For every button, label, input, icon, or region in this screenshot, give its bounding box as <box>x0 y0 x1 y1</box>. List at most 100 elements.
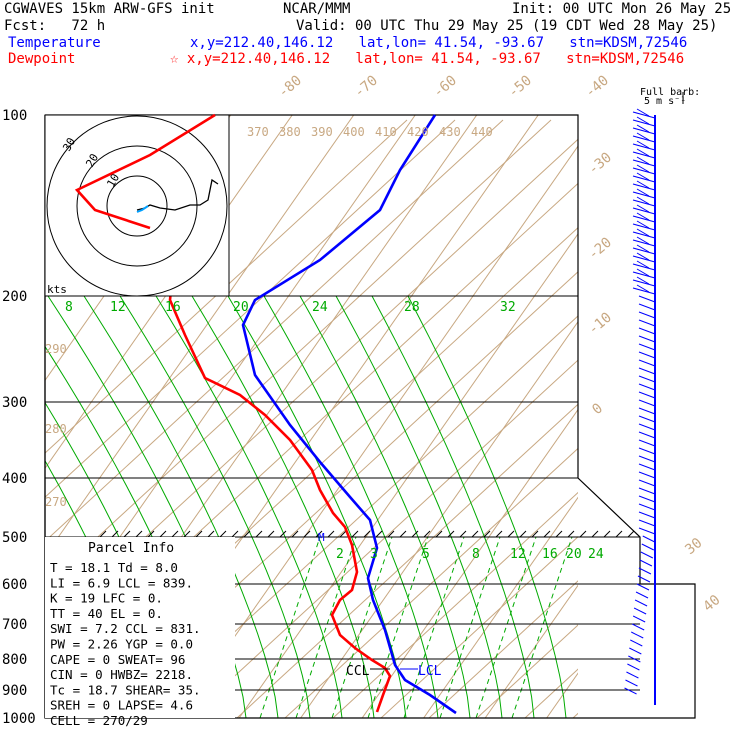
freezing-hatch <box>435 530 443 538</box>
pressure-label-200: 200 <box>2 289 27 305</box>
wind-barb <box>638 567 652 575</box>
freezing-hatch <box>459 530 467 538</box>
marker-lcl: LCL <box>418 664 442 679</box>
freezing-hatch <box>243 530 251 538</box>
parcel-info-background <box>45 537 235 718</box>
freezing-hatch <box>231 530 239 538</box>
dry-adiabat <box>476 624 578 718</box>
mixing-ratio-line <box>367 536 429 718</box>
forecast-hour: Fcst: 72 h <box>4 18 106 34</box>
hodograph-ring <box>106 175 168 237</box>
freezing-hatch <box>111 530 119 538</box>
hodograph-ring-label: 20 <box>83 152 101 170</box>
wind-barb <box>638 335 656 343</box>
wind-barb <box>630 639 643 647</box>
isotherm-label: 0 <box>589 400 606 418</box>
wind-barb-flag <box>636 188 650 197</box>
freezing-hatch <box>99 530 107 538</box>
isotherm-line <box>238 233 578 718</box>
wind-barb-flag <box>636 236 650 245</box>
pressure-label-1000: 1000 <box>2 711 36 727</box>
parcel-info-row: Tc = 18.7 SHEAR= 35. <box>50 682 201 697</box>
wind-barb <box>625 679 638 687</box>
freezing-hatch <box>399 530 407 538</box>
wind-barb <box>638 367 656 375</box>
freezing-hatch <box>519 530 527 538</box>
dewpoint-location: ☆ x,y=212.40,146.12 lat,lon= 41.54, -93.… <box>170 51 685 67</box>
parcel-info-row: SREH = 0 LAPSE= 4.6 <box>50 698 193 713</box>
wind-barb-flag <box>636 164 650 173</box>
freezing-hatch <box>183 530 191 538</box>
hodograph-trace <box>136 178 219 211</box>
wind-barb-flag <box>636 228 650 237</box>
pressure-label-500: 500 <box>2 530 27 546</box>
mixing-ratio-line <box>259 536 321 718</box>
wind-barb-flag <box>636 108 650 117</box>
wind-barb <box>638 511 656 519</box>
mixing-ratio-label: 12 <box>110 300 126 315</box>
freezing-hatch <box>375 530 383 538</box>
wind-barb <box>638 447 656 455</box>
wind-barb-flag <box>636 252 650 261</box>
wind-barb-flag <box>636 276 650 285</box>
freezing-hatch <box>591 530 599 538</box>
wind-barb <box>632 175 656 183</box>
dry-adiabat <box>45 119 456 498</box>
wind-barb <box>624 687 637 695</box>
wind-barb <box>632 191 656 199</box>
hodograph-units: kts <box>47 283 67 296</box>
dry-adiabat <box>45 119 504 543</box>
wind-barb <box>631 623 645 631</box>
freezing-hatch <box>603 530 611 538</box>
dry-adiabat <box>428 580 578 718</box>
parcel-info-panel: Parcel Info T = 18.1 Td = 8.0LI = 6.9 LCL… <box>45 537 235 728</box>
wind-barb <box>639 559 653 567</box>
freezing-hatch <box>543 530 551 538</box>
wind-barb-flag <box>636 196 650 205</box>
freezing-hatch <box>363 530 371 538</box>
marker-ccl: CCL <box>346 664 370 679</box>
wind-barb <box>638 391 656 399</box>
wind-barb <box>632 199 656 207</box>
wind-barb <box>638 319 656 327</box>
wind-barb <box>632 223 656 231</box>
wind-barb <box>632 159 656 167</box>
parcel-info-row: CELL = 270/29 <box>50 713 148 728</box>
mixing-ratio-label: 28 <box>404 300 420 315</box>
wind-barbs <box>624 108 656 705</box>
freezing-hatch <box>567 530 575 538</box>
moist-adiabat <box>155 295 343 718</box>
wind-barb <box>632 287 656 295</box>
dry-adiabat <box>284 447 578 718</box>
freezing-hatch <box>135 530 143 538</box>
wind-barb-flag <box>636 132 650 141</box>
wind-barb <box>632 119 656 127</box>
wind-barb <box>638 415 656 423</box>
dewpoint-profile-overlay <box>74 113 216 230</box>
wind-barb <box>638 487 656 495</box>
theta-label: 410 <box>375 125 397 139</box>
moist-adiabat <box>263 295 439 718</box>
hodograph-ring <box>46 115 228 297</box>
wind-barb <box>632 207 656 215</box>
freezing-hatch <box>495 530 503 538</box>
freezing-hatch <box>267 530 275 538</box>
theta-label: 430 <box>439 125 461 139</box>
wind-barb <box>638 407 656 415</box>
pressure-label-800: 800 <box>2 652 27 668</box>
wind-barb <box>628 655 641 663</box>
wind-barb-flag <box>636 116 650 125</box>
wind-barb-flag <box>636 172 650 181</box>
wind-barb <box>638 351 656 359</box>
theta-label: 390 <box>311 125 333 139</box>
marker-m: M <box>318 531 325 544</box>
freezing-hatch <box>255 530 263 538</box>
pressure-label-700: 700 <box>2 617 27 633</box>
wind-barb <box>632 127 656 135</box>
hodograph-ring-label: 30 <box>60 136 78 154</box>
mixing-ratio-line <box>331 536 393 718</box>
wind-barb-flag <box>636 124 650 133</box>
wind-barb <box>638 343 656 351</box>
wind-barb <box>638 527 656 535</box>
